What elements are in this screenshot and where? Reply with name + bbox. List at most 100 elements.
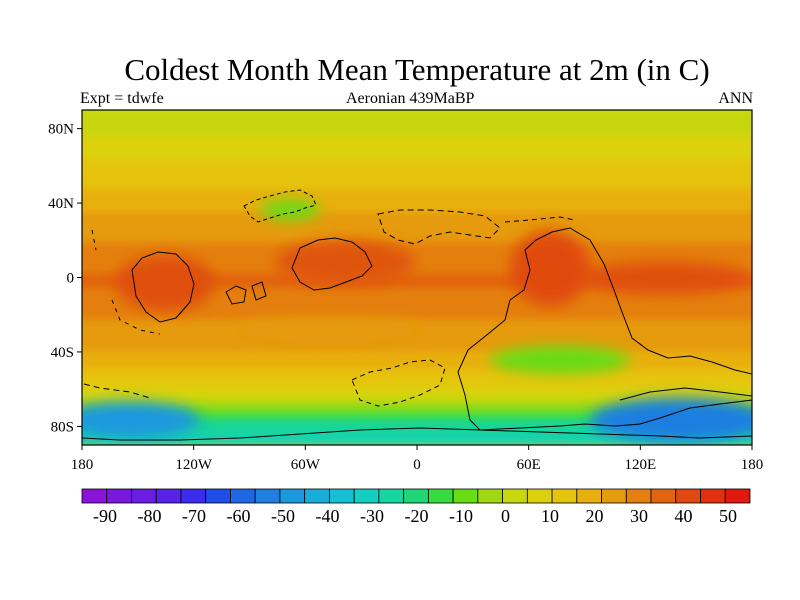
lon-tick-label: 0 <box>413 457 421 473</box>
colorbar-swatch <box>180 488 207 504</box>
colorbar-swatch <box>427 488 454 504</box>
colorbar: -90 -80 -70 -60 -50 -40 -30 -20 -10 0 10 20 30 40 50 <box>81 488 751 526</box>
lat-band <box>82 299 752 305</box>
coast-equatorial-mid <box>291 237 373 291</box>
colorbar-label: 0 <box>501 506 510 526</box>
coast-far-west-dashes <box>91 229 161 335</box>
colorbar-swatch <box>106 488 132 504</box>
lat-band <box>82 154 752 160</box>
hotspot-east-band <box>580 262 750 294</box>
lat-band <box>82 373 752 378</box>
lat-band <box>82 262 752 267</box>
colorbar-swatch <box>502 488 528 504</box>
lat-band <box>82 258 752 264</box>
colorbar-label: -10 <box>449 506 473 526</box>
hotspot-west-africa <box>510 230 590 306</box>
lat-band <box>82 202 752 209</box>
colorbar-swatch <box>205 488 231 504</box>
coast-south-polar-shelf <box>81 427 753 441</box>
hotspot-central-pacific <box>115 255 215 311</box>
lat-band <box>82 389 752 394</box>
lat-band <box>82 221 752 227</box>
lat-band <box>82 428 752 434</box>
lat-band <box>82 413 752 417</box>
coast-north-ridge <box>377 209 501 245</box>
lat-band <box>82 435 752 440</box>
lat-band <box>82 383 752 388</box>
colorbar-swatch <box>403 488 429 504</box>
lat-band <box>82 376 752 381</box>
colorbar-label: -40 <box>316 506 340 526</box>
lat-band <box>82 319 752 325</box>
colorbar-swatch <box>724 488 751 504</box>
temperature-field <box>82 110 752 445</box>
lat-band <box>82 407 752 412</box>
lat-band <box>82 423 752 427</box>
lat-band <box>82 128 752 133</box>
lat-band <box>82 311 752 317</box>
lat-band <box>82 211 752 218</box>
season-label: ANN <box>718 90 753 107</box>
colorbar-label: -50 <box>271 506 295 526</box>
cool-north-patch <box>260 200 320 220</box>
lon-tick-label: 60E <box>517 457 541 473</box>
lat-band <box>82 179 752 185</box>
lat-tick-label: 80N <box>48 122 74 138</box>
colorbar-label: 20 <box>586 506 604 526</box>
lat-band <box>82 269 752 275</box>
lat-band <box>82 174 752 181</box>
coast-northeast-strip <box>504 216 576 223</box>
cold-south-west <box>82 402 200 438</box>
colorbar-swatch <box>304 488 330 504</box>
lat-band <box>82 166 752 172</box>
lon-tick-label: 180 <box>71 457 94 473</box>
lat-band <box>82 188 752 195</box>
lat-band <box>82 125 752 130</box>
regional-anomalies <box>82 200 752 442</box>
colorbar-swatch <box>452 488 479 504</box>
lat-band <box>82 370 752 375</box>
lat-band <box>82 277 752 282</box>
lat-band <box>82 398 752 403</box>
lat-band <box>82 254 752 260</box>
coast-sw-dashes <box>83 383 151 399</box>
latitude-axis: 80N 40N 0 40S 80S <box>48 122 82 435</box>
colorbar-swatch <box>279 488 306 504</box>
colorbar-swatch <box>625 488 652 504</box>
lat-band <box>82 139 752 144</box>
lat-band <box>82 112 752 117</box>
lat-band <box>82 273 752 278</box>
colorbar-swatch <box>551 488 578 504</box>
lat-band <box>82 150 752 156</box>
lat-band <box>82 295 752 301</box>
colorbar-label: -70 <box>182 506 206 526</box>
lat-band <box>82 441 752 445</box>
lat-band <box>82 323 752 330</box>
lat-tick-label: 0 <box>67 271 75 287</box>
warm-subtropic-south <box>240 318 420 342</box>
lat-band <box>82 386 752 391</box>
lat-band <box>82 225 752 232</box>
hotspot-atlantic-band <box>275 240 415 284</box>
lon-tick-label: 120W <box>175 457 213 473</box>
lat-band <box>82 332 752 339</box>
lon-tick-label: 120E <box>624 457 656 473</box>
lat-band <box>82 197 752 204</box>
green-tongue <box>490 346 630 374</box>
lat-band <box>82 121 752 127</box>
lat-tick-label: 40N <box>48 196 74 212</box>
coast-north-island <box>243 189 317 223</box>
lat-band <box>82 216 752 223</box>
lat-band <box>82 351 752 357</box>
colorbar-swatch <box>81 488 108 504</box>
colorbar-swatch <box>254 488 281 504</box>
lat-band <box>82 342 752 348</box>
lat-band <box>82 366 752 372</box>
lat-band <box>82 438 752 443</box>
coast-small-island-1 <box>225 285 247 305</box>
colorbar-swatch <box>353 488 380 504</box>
coast-southeast-shelf <box>619 387 753 401</box>
coastlines <box>81 189 753 441</box>
lat-tick-label: 40S <box>51 345 74 361</box>
lat-band <box>82 158 752 164</box>
